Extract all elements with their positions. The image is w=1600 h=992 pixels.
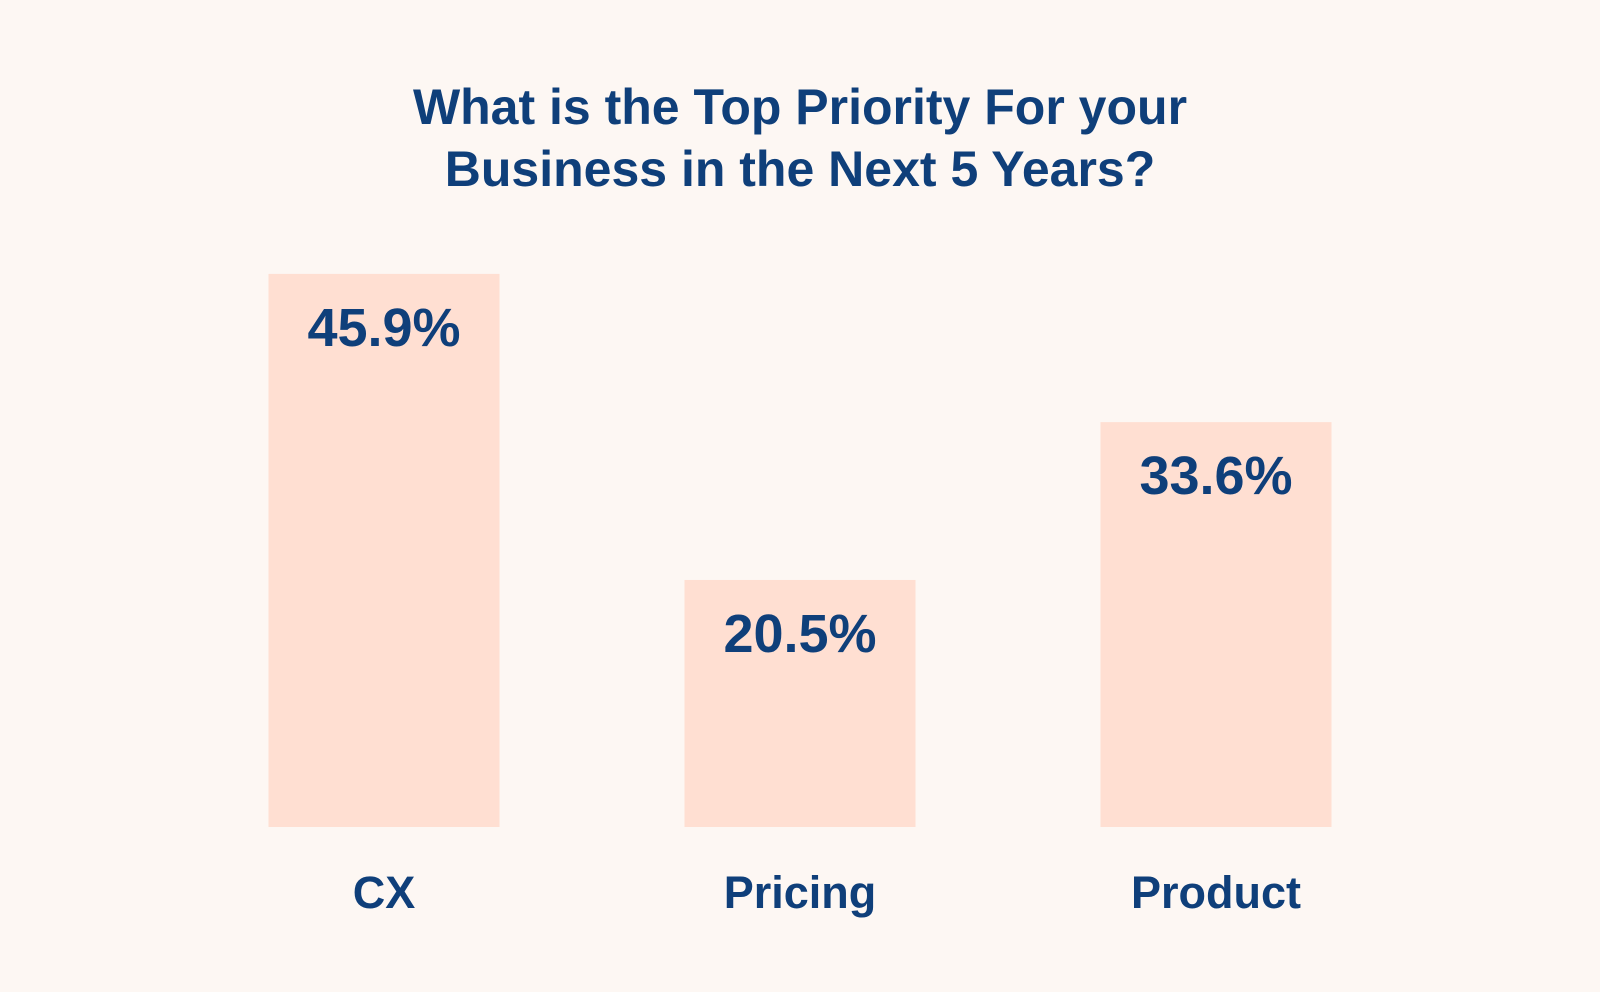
value-label-cx: 45.9%	[307, 298, 460, 358]
value-label-product: 33.6%	[1139, 446, 1292, 506]
category-label-product: Product	[1131, 867, 1301, 918]
chart-title-line-1: What is the Top Priority For your	[413, 79, 1187, 135]
category-label-cx: CX	[353, 867, 416, 918]
bar-pricing	[684, 579, 916, 827]
chart-title: What is the Top Priority For your Busine…	[413, 79, 1187, 197]
value-label-pricing: 20.5%	[723, 604, 876, 664]
category-label-pricing: Pricing	[724, 867, 877, 918]
bar-product	[1100, 422, 1332, 827]
value-labels-group: 45.9% 20.5% 33.6%	[307, 298, 1292, 664]
bars-group	[268, 273, 1332, 827]
category-labels-group: CX Pricing Product	[353, 867, 1301, 918]
bar-cx	[268, 273, 500, 827]
chart-title-line-2: Business in the Next 5 Years?	[445, 141, 1156, 197]
